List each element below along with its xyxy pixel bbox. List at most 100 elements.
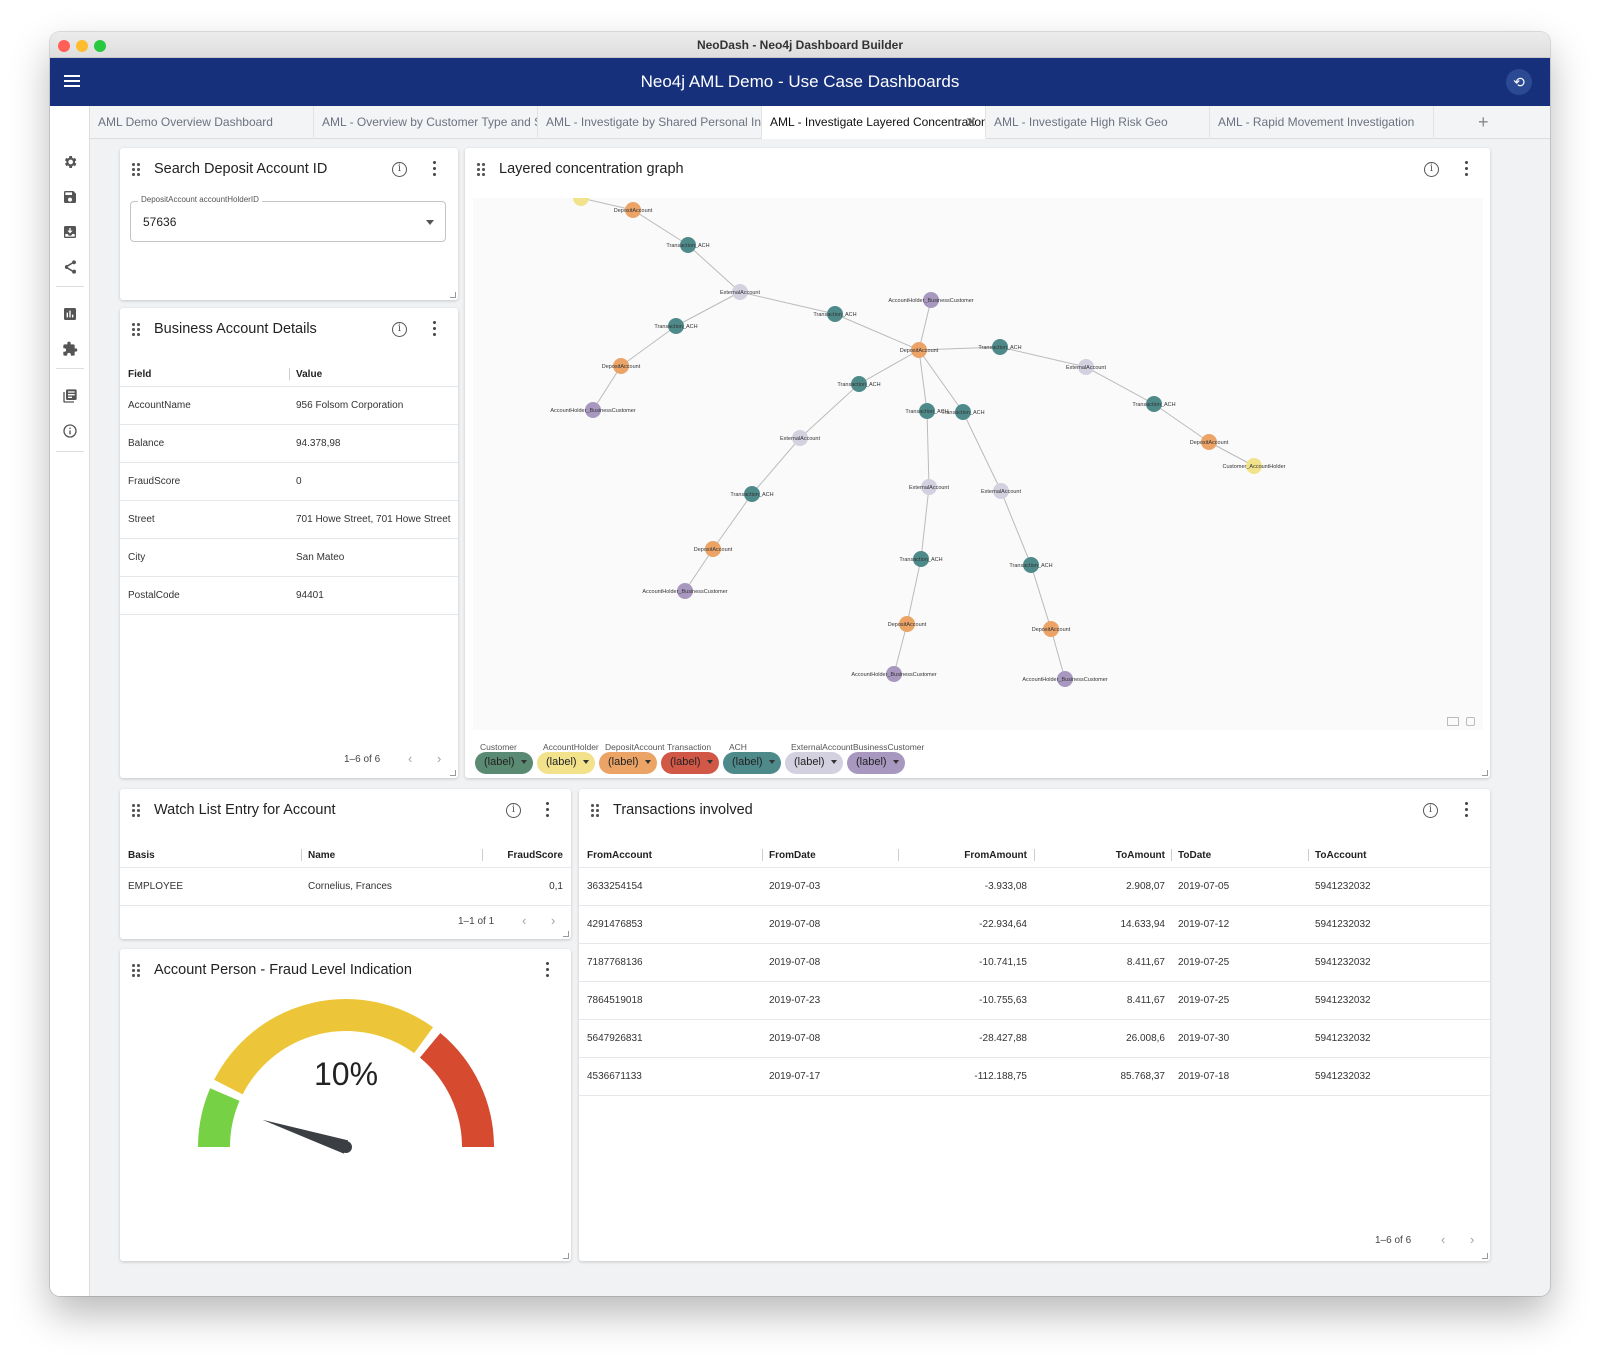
resize-handle[interactable] bbox=[563, 931, 569, 937]
resize-handle[interactable] bbox=[1482, 770, 1488, 776]
graph-node[interactable] bbox=[573, 190, 589, 206]
graph-edge[interactable] bbox=[858, 349, 920, 385]
graph-node[interactable] bbox=[921, 479, 937, 495]
graph-edge[interactable] bbox=[1153, 403, 1210, 443]
close-window-button[interactable] bbox=[58, 40, 70, 52]
column-header[interactable]: Basis bbox=[128, 850, 155, 861]
chevron-left-icon[interactable]: ‹ bbox=[408, 751, 413, 766]
graph-node[interactable] bbox=[1057, 671, 1073, 687]
graph-edge[interactable] bbox=[893, 623, 908, 675]
resize-handle[interactable] bbox=[450, 292, 456, 298]
info-icon[interactable]: i bbox=[1423, 803, 1438, 818]
graph-node[interactable] bbox=[732, 284, 748, 300]
lock-icon[interactable] bbox=[1466, 717, 1475, 726]
graph-node[interactable] bbox=[625, 202, 641, 218]
info-icon[interactable]: i bbox=[392, 322, 407, 337]
share-icon[interactable] bbox=[62, 259, 78, 275]
resize-handle[interactable] bbox=[450, 770, 456, 776]
save-icon[interactable] bbox=[62, 189, 78, 205]
graph-edge[interactable] bbox=[751, 437, 801, 495]
drag-handle-icon[interactable] bbox=[477, 163, 485, 176]
graph-node[interactable] bbox=[993, 483, 1009, 499]
chevron-right-icon[interactable]: › bbox=[1470, 1232, 1475, 1247]
graph-edge[interactable] bbox=[999, 346, 1087, 368]
drag-handle-icon[interactable] bbox=[132, 804, 140, 817]
graph-edge[interactable] bbox=[1050, 628, 1066, 680]
tab-customer-type[interactable]: AML - Overview by Customer Type and Segm… bbox=[314, 106, 538, 139]
graph-edge[interactable] bbox=[834, 313, 920, 351]
graph-node[interactable] bbox=[677, 583, 693, 599]
chevron-left-icon[interactable]: ‹ bbox=[522, 913, 527, 928]
chevron-right-icon[interactable]: › bbox=[551, 913, 556, 928]
graph-edge[interactable] bbox=[712, 493, 753, 550]
graph-edge[interactable] bbox=[920, 486, 930, 560]
column-header[interactable]: ToAmount bbox=[1115, 850, 1165, 861]
graph-node[interactable] bbox=[613, 358, 629, 374]
drag-handle-icon[interactable] bbox=[132, 323, 140, 336]
column-header[interactable]: Field bbox=[128, 369, 152, 380]
graph-edge[interactable] bbox=[1208, 441, 1255, 467]
graph-edge[interactable] bbox=[1030, 564, 1052, 630]
graph-edge[interactable] bbox=[906, 558, 922, 625]
graph-edge[interactable] bbox=[962, 411, 1002, 492]
graph-edge[interactable] bbox=[620, 325, 677, 367]
graph-node[interactable] bbox=[1023, 557, 1039, 573]
info-icon[interactable]: i bbox=[392, 162, 407, 177]
column-header[interactable]: FromAmount bbox=[964, 850, 1027, 861]
column-header[interactable]: ToDate bbox=[1178, 850, 1212, 861]
tab-rapid-movement[interactable]: AML - Rapid Movement Investigation bbox=[1210, 106, 1434, 139]
more-options-icon[interactable] bbox=[431, 161, 437, 177]
tab-overview[interactable]: AML Demo Overview Dashboard bbox=[90, 106, 314, 139]
graph-node[interactable] bbox=[744, 486, 760, 502]
legend-chip-externalaccount[interactable]: (label) bbox=[785, 752, 843, 774]
maximize-window-button[interactable] bbox=[94, 40, 106, 52]
drag-handle-icon[interactable] bbox=[132, 964, 140, 977]
graph-node[interactable] bbox=[1078, 359, 1094, 375]
extensions-icon[interactable] bbox=[62, 341, 78, 357]
graph-node[interactable] bbox=[923, 292, 939, 308]
graph-edge[interactable] bbox=[687, 244, 741, 293]
graph-node[interactable] bbox=[680, 237, 696, 253]
drag-handle-icon[interactable] bbox=[591, 804, 599, 817]
graph-node[interactable] bbox=[911, 342, 927, 358]
tab-layered-concentration[interactable]: AML - Investigate Layered Concentration … bbox=[762, 106, 986, 139]
about-icon[interactable] bbox=[62, 423, 78, 439]
graph-edge[interactable] bbox=[580, 197, 634, 211]
graph-node[interactable] bbox=[827, 306, 843, 322]
column-header[interactable]: ToAccount bbox=[1315, 850, 1367, 861]
settings-icon[interactable] bbox=[62, 154, 78, 170]
graph-svg[interactable]: DepositAccount Transaction_ACH ExternalAcc… bbox=[473, 190, 1483, 730]
menu-icon[interactable] bbox=[64, 72, 80, 92]
legend-chip-customer[interactable]: (label) bbox=[475, 752, 533, 774]
more-options-icon[interactable] bbox=[1463, 161, 1469, 177]
documentation-icon[interactable] bbox=[62, 388, 78, 404]
more-options-icon[interactable] bbox=[544, 802, 550, 818]
graph-node[interactable] bbox=[851, 376, 867, 392]
more-options-icon[interactable] bbox=[544, 962, 550, 978]
graph-node[interactable] bbox=[919, 403, 935, 419]
graph-node[interactable] bbox=[1146, 396, 1162, 412]
legend-chip-businesscustomer[interactable]: (label) bbox=[847, 752, 905, 774]
column-header[interactable]: FraudScore bbox=[507, 850, 563, 861]
minimize-window-button[interactable] bbox=[76, 40, 88, 52]
close-icon[interactable]: ✕ bbox=[965, 114, 977, 130]
report-icon[interactable] bbox=[62, 306, 78, 322]
database-connection-icon[interactable]: ⟲ bbox=[1506, 69, 1532, 95]
column-header[interactable]: Value bbox=[296, 369, 323, 380]
tab-high-risk-geo[interactable]: AML - Investigate High Risk Geo bbox=[986, 106, 1210, 139]
graph-node[interactable] bbox=[955, 404, 971, 420]
graph-node[interactable] bbox=[886, 666, 902, 682]
graph-canvas[interactable]: DepositAccount Transaction_ACH ExternalAcc… bbox=[473, 190, 1483, 730]
graph-edge[interactable] bbox=[1085, 366, 1155, 405]
graph-edge[interactable] bbox=[799, 383, 860, 439]
info-icon[interactable]: i bbox=[506, 803, 521, 818]
add-page-icon[interactable]: + bbox=[1478, 112, 1489, 132]
graph-edge[interactable] bbox=[632, 209, 689, 246]
tab-shared-info[interactable]: AML - Investigate by Shared Personal Inf… bbox=[538, 106, 762, 139]
graph-node[interactable] bbox=[585, 402, 601, 418]
graph-node[interactable] bbox=[913, 551, 929, 567]
drag-handle-icon[interactable] bbox=[132, 163, 140, 176]
load-icon[interactable] bbox=[62, 224, 78, 240]
graph-edge[interactable] bbox=[1000, 490, 1032, 566]
legend-chip-ach[interactable]: (label) bbox=[723, 752, 781, 774]
